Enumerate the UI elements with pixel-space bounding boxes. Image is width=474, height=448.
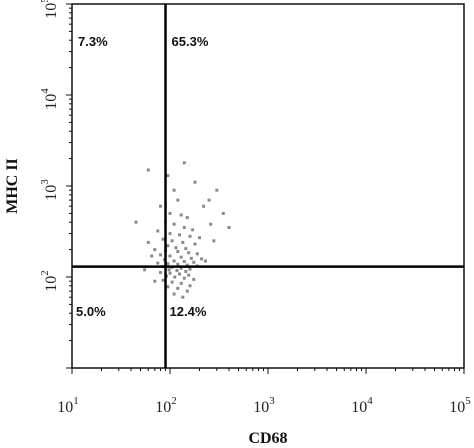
data-point — [172, 222, 176, 226]
data-point — [153, 248, 157, 252]
data-point — [172, 259, 176, 263]
data-point — [184, 270, 188, 273]
quadrant-label: 12.4% — [170, 304, 207, 319]
data-point — [227, 226, 231, 229]
data-point — [166, 285, 170, 289]
y-tick-label: 102 — [39, 270, 60, 292]
data-point — [202, 204, 206, 208]
data-point — [176, 286, 180, 290]
data-point — [173, 275, 177, 279]
data-point — [156, 261, 160, 265]
data-point — [159, 271, 162, 274]
y-tick-label: 103 — [39, 179, 60, 201]
data-point — [193, 242, 197, 246]
data-point — [159, 204, 162, 208]
data-point — [166, 244, 170, 248]
quadrant-label: 7.3% — [78, 34, 108, 49]
data-point — [179, 266, 183, 270]
data-point — [153, 279, 157, 283]
x-tick-labels: 101 102 103 104 105 — [57, 395, 471, 416]
data-point — [189, 256, 193, 260]
data-point — [178, 272, 181, 276]
data-point — [134, 220, 138, 224]
data-point — [184, 247, 188, 251]
data-point — [191, 228, 195, 232]
data-point — [187, 251, 191, 255]
y-tick-label: 105 — [39, 0, 60, 19]
x-axis-title: CD68 — [248, 430, 287, 447]
data-point — [185, 216, 189, 220]
data-point — [143, 268, 147, 272]
data-point — [172, 292, 176, 296]
y-tick-label: 104 — [39, 88, 60, 110]
data-point — [188, 267, 192, 271]
data-point — [167, 268, 171, 272]
data-point — [174, 246, 178, 250]
quadrant-label: 65.3% — [172, 34, 209, 49]
data-point — [166, 262, 170, 266]
data-point — [179, 255, 183, 259]
data-point — [168, 254, 172, 258]
data-point — [170, 280, 174, 284]
data-point — [168, 271, 172, 275]
x-tick-label: 105 — [449, 395, 471, 416]
data-point — [188, 284, 192, 288]
data-point — [182, 161, 186, 165]
x-tick-label: 101 — [57, 395, 79, 416]
x-tick-label: 103 — [253, 395, 275, 416]
data-point — [200, 257, 204, 261]
data-point — [161, 278, 165, 282]
data-point — [168, 211, 172, 215]
data-point — [159, 253, 162, 257]
data-point — [178, 233, 181, 237]
quadrant-label: 5.0% — [76, 304, 106, 319]
data-point — [156, 229, 160, 233]
data-point — [185, 263, 189, 267]
data-point — [188, 234, 192, 238]
data-point — [203, 259, 207, 263]
x-tick-label: 102 — [155, 395, 177, 416]
data-point — [221, 211, 225, 215]
data-point — [179, 281, 183, 285]
data-point — [195, 252, 199, 256]
quadrant-labels: 7.3% 65.3% 5.0% 12.4% — [76, 34, 209, 319]
data-point — [172, 188, 176, 192]
y-tick-labels: 102 103 104 105 — [39, 0, 60, 292]
data-point — [176, 250, 180, 254]
data-point — [170, 239, 174, 243]
data-point — [193, 180, 197, 184]
data-point — [175, 269, 179, 272]
data-point — [168, 232, 172, 236]
data-point — [176, 198, 180, 202]
data-point — [146, 240, 150, 244]
data-point — [181, 240, 185, 244]
data-point — [179, 213, 183, 217]
data-point — [166, 174, 170, 178]
y-axis-title: MHC II — [4, 158, 21, 214]
data-point — [176, 262, 180, 266]
data-point — [198, 236, 201, 240]
data-point — [182, 276, 186, 280]
data-point — [182, 226, 186, 229]
data-point — [187, 273, 191, 277]
data-point — [150, 254, 154, 258]
data-point — [215, 188, 219, 192]
data-point — [212, 239, 216, 243]
data-point — [192, 260, 196, 264]
data-point — [182, 260, 186, 263]
data-point — [161, 237, 165, 241]
x-tick-label: 104 — [351, 395, 373, 416]
data-point — [181, 295, 185, 299]
data-point — [192, 277, 196, 281]
data-point — [185, 289, 189, 293]
axis-ticks — [66, 3, 465, 374]
plot-frame — [71, 3, 465, 369]
data-point — [146, 168, 150, 172]
data-point — [209, 222, 213, 226]
data-point — [207, 198, 211, 202]
